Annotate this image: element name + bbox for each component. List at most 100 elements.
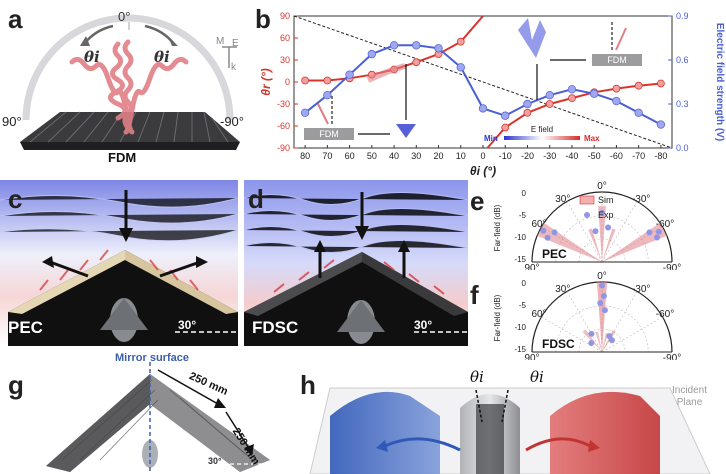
theta-r-point: [301, 76, 310, 85]
polar-exp-point: [605, 224, 612, 231]
h-theta-right: θi: [530, 368, 544, 386]
efield-point: [589, 89, 599, 98]
panel-c-pec-label: PEC: [8, 318, 43, 337]
polar-material-label: PEC: [542, 247, 567, 261]
legend-exp-label: Exp: [598, 210, 614, 220]
polar-angle-label: -60°: [656, 309, 674, 320]
polar-exp-point: [599, 282, 605, 289]
h-theta-left: θi: [470, 368, 484, 386]
efield-point: [456, 63, 465, 72]
theta-r-point: [412, 58, 421, 67]
polar-r-tick: 0: [522, 189, 527, 198]
efield-point: [389, 41, 399, 50]
polar-ylabel: Far-field (dB): [493, 204, 502, 251]
theta-i-left: θi: [84, 48, 100, 66]
polar-exp-point: [592, 228, 599, 235]
panel-g-figure: [46, 362, 272, 474]
incident-waves: [69, 39, 189, 135]
polar-exp-point: [540, 227, 547, 234]
polar-r-tick: -15: [514, 345, 526, 354]
efield-point: [501, 111, 510, 120]
theta-r-point: [323, 76, 332, 85]
polar-angle-label: -30°: [632, 194, 650, 205]
polar-exp-point: [655, 228, 662, 235]
efield-point: [567, 85, 577, 94]
x-tick-label: -70: [632, 151, 645, 161]
y-right-tick-label: 0.6: [676, 55, 689, 65]
axis-m-label: M: [216, 36, 225, 47]
y-left-tick-label: 0: [285, 77, 290, 87]
y-left-tick-label: 90: [280, 11, 290, 21]
panel-d-angle: 30°: [414, 318, 433, 332]
y-left-axis-label: θr (°): [259, 68, 273, 96]
panel-d-letter: d: [248, 184, 264, 214]
efield-point: [523, 99, 532, 109]
x-tick-label: -50: [588, 151, 601, 161]
polar-exp-point: [599, 210, 605, 216]
x-tick-label: 60: [345, 151, 355, 161]
theta-r-point: [501, 123, 510, 132]
legend-sim-label: Sim: [598, 195, 614, 205]
efield-point: [612, 96, 621, 106]
panel-h-figure: [309, 387, 711, 474]
inset-fdm-block-1: [304, 128, 354, 140]
theta-r-point: [545, 100, 554, 108]
x-tick-label: 30: [411, 151, 421, 161]
panel-a-left-angle: 90°: [2, 114, 22, 129]
polar-exp-point: [653, 234, 660, 241]
polar-exp-point: [608, 337, 615, 344]
polar-material-label: FDSC: [542, 337, 575, 351]
angle-field-chart: 90 60 30 0 -30 -60 -90 0.9 0.6 0.3 0.0 80 70 60 50 40 30…: [259, 11, 725, 178]
x-tick-label: 0: [480, 151, 485, 161]
y-right-tick-label: 0.0: [676, 143, 689, 153]
polar-r-tick: -15: [514, 255, 526, 264]
inset-fdm-block-2: [592, 54, 642, 66]
polar-lobe: [597, 282, 607, 352]
panel-a-letter: a: [8, 4, 23, 34]
efield-point: [656, 120, 666, 129]
polar-angle-label: 90°: [524, 353, 539, 360]
panel-a-figure: [20, 14, 240, 150]
efield-point: [412, 41, 421, 50]
theta-r-point: [656, 79, 665, 88]
inset-fdm-label-1: FDM: [319, 129, 339, 139]
fdm-grooves: [29, 111, 229, 143]
polar-exp-point: [588, 340, 595, 347]
polar-exp-point: [597, 300, 604, 307]
panel-g-angle: 30°: [208, 456, 222, 466]
efield-point: [545, 90, 554, 100]
panel-e-letter: e: [470, 186, 485, 216]
y-right-axis-label: Electric field strength (V): [714, 23, 725, 141]
x-tick-label: 80: [300, 151, 310, 161]
x-tick-label: -60: [610, 151, 623, 161]
efield-colorbar-title: E field: [531, 125, 553, 134]
efield-point: [367, 49, 377, 59]
efield-point: [345, 70, 354, 79]
y-left-tick-label: 60: [280, 33, 290, 43]
polar-angle-label: 30°: [555, 284, 570, 295]
x-tick-label: 50: [367, 151, 377, 161]
efield-colorbar-min: Min: [484, 134, 498, 143]
polar-exp-point: [551, 229, 558, 236]
polar-angle-label: 30°: [555, 194, 570, 205]
theta-r-point: [612, 84, 621, 93]
polar-r-tick: -5: [519, 211, 527, 220]
polar-exp-point: [588, 330, 595, 337]
x-tick-label: 70: [322, 151, 332, 161]
efield-point: [634, 108, 643, 117]
polar-angle-label: 0°: [597, 271, 607, 282]
legend-sim-swatch: [579, 195, 595, 205]
angle-arc: [22, 14, 234, 121]
efield-point: [300, 108, 310, 117]
polar-r-tick: -5: [519, 301, 527, 310]
x-tick-label: -40: [565, 151, 578, 161]
y-right-tick-label: 0.3: [676, 99, 689, 109]
polar-angle-label: 60°: [531, 219, 546, 230]
theta-i-right: θi: [154, 48, 170, 66]
inset-reflection-2: [518, 18, 546, 58]
y-left-tick-label: -60: [277, 121, 290, 131]
polar-exp-point: [601, 307, 608, 314]
polar-angle-label: -60°: [656, 219, 674, 230]
polar-exp-point: [544, 234, 551, 241]
efield-colorbar: [504, 136, 580, 140]
